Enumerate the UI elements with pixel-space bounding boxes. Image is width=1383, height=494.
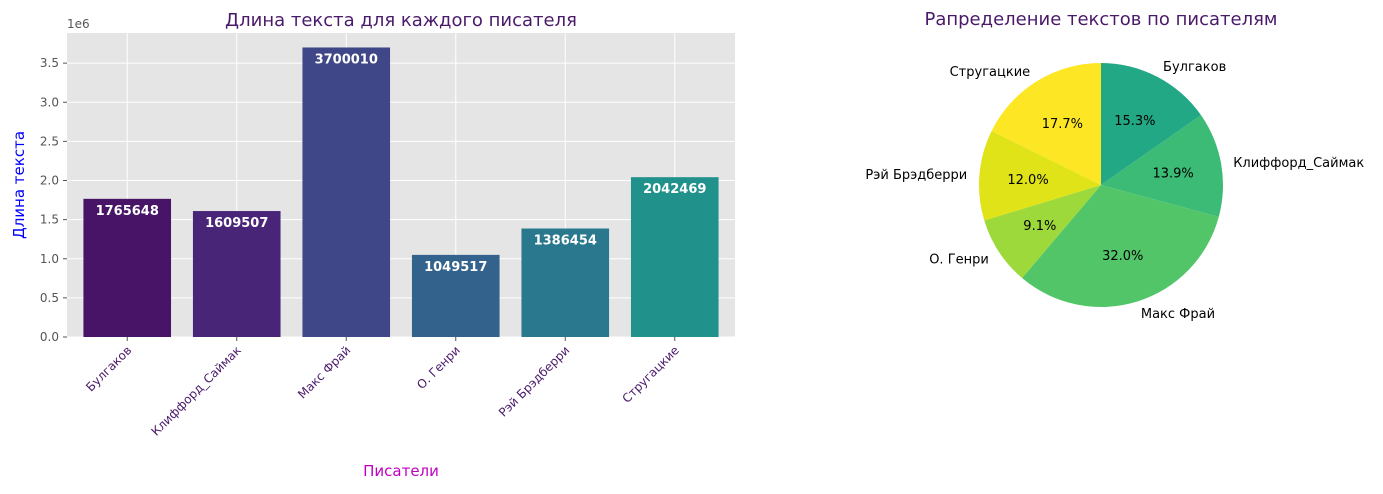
bar-value-label: 3700010 [315,52,378,67]
y-tick-label: 1.5 [40,213,59,227]
y-tick-label: 2.5 [40,134,59,148]
bar [83,198,172,337]
pie-pct-label: 12.0% [1007,173,1048,188]
pie-pct-label: 13.9% [1152,166,1193,181]
y-offset-label: 1e6 [67,17,90,31]
pie-category-label: Булгаков [1163,60,1226,75]
pie-pct-label: 15.3% [1114,114,1155,129]
bar [521,228,610,337]
pie-slice [991,63,1101,185]
pie-category-label: Макс Фрай [1141,307,1215,322]
bar [411,254,500,337]
bar-value-label: 1386454 [534,234,597,249]
x-tick-label: Макс Фрай [295,343,353,401]
bar-value-label: 1609507 [205,216,268,231]
bar-plot-area [67,33,735,337]
pie-slice [984,185,1101,279]
bar-y-ticks: 0.0 0.5 1.0 1.5 2.0 2.5 3.0 3.5 [40,56,67,344]
pie-slice [1101,115,1223,217]
bars: 1765648 1609507 3700010 1049517 1386454 20424… [83,47,719,338]
x-tick-label: О. Генри [414,343,463,392]
pie-pct-label: 32.0% [1102,249,1143,264]
pie-chart: Рапределение текстов по писателям 15.3% Б… [865,9,1364,322]
pie-pct-label: 9.1% [1023,219,1056,234]
x-tick-label: Булгаков [83,343,134,394]
y-tick-label: 3.5 [40,56,59,70]
pie-slices [979,63,1223,308]
bar-chart: Длина текста для каждого писателя 0.0 0.5… [10,10,735,480]
pie-pct-label: 17.7% [1042,117,1083,132]
y-tick-label: 2.0 [40,174,59,188]
pie-category-label: Рэй Брэдберри [865,168,967,183]
y-tick-label: 0.5 [40,291,59,305]
bar [302,47,391,338]
x-tick-label: Стругацкие [619,343,681,405]
bar-value-label: 1049517 [424,260,487,275]
y-tick-label: 1.0 [40,252,59,266]
bar-chart-title: Длина текста для каждого писателя [225,10,577,31]
bar-value-label: 2042469 [643,182,706,197]
bar [630,177,719,337]
pie-category-label: О. Генри [929,253,989,268]
y-tick-label: 3.0 [40,95,59,109]
pie-labels: 15.3% Булгаков 13.9% Клиффорд_Саймак 32.0% Ма… [865,60,1364,322]
bar-x-ticks: Булгаков Клиффорд_Саймак Макс Фрай О. Генри… [83,337,682,439]
bar [192,211,281,337]
bar-value-label: 1765648 [96,204,159,219]
pie-slice [979,130,1101,221]
pie-slice [1101,63,1202,185]
pie-category-label: Стругацкие [950,65,1031,80]
pie-slice [1022,185,1219,308]
pie-category-label: Клиффорд_Саймак [1233,156,1364,171]
bar-x-axis-label: Писатели [363,462,439,480]
bar-y-axis-label: Длина текста [10,131,28,239]
pie-chart-title: Рапределение текстов по писателям [924,9,1277,30]
x-tick-label: Рэй Брэдберри [496,343,572,419]
x-tick-label: Клиффорд_Саймак [148,343,243,438]
y-tick-label: 0.0 [40,330,59,344]
